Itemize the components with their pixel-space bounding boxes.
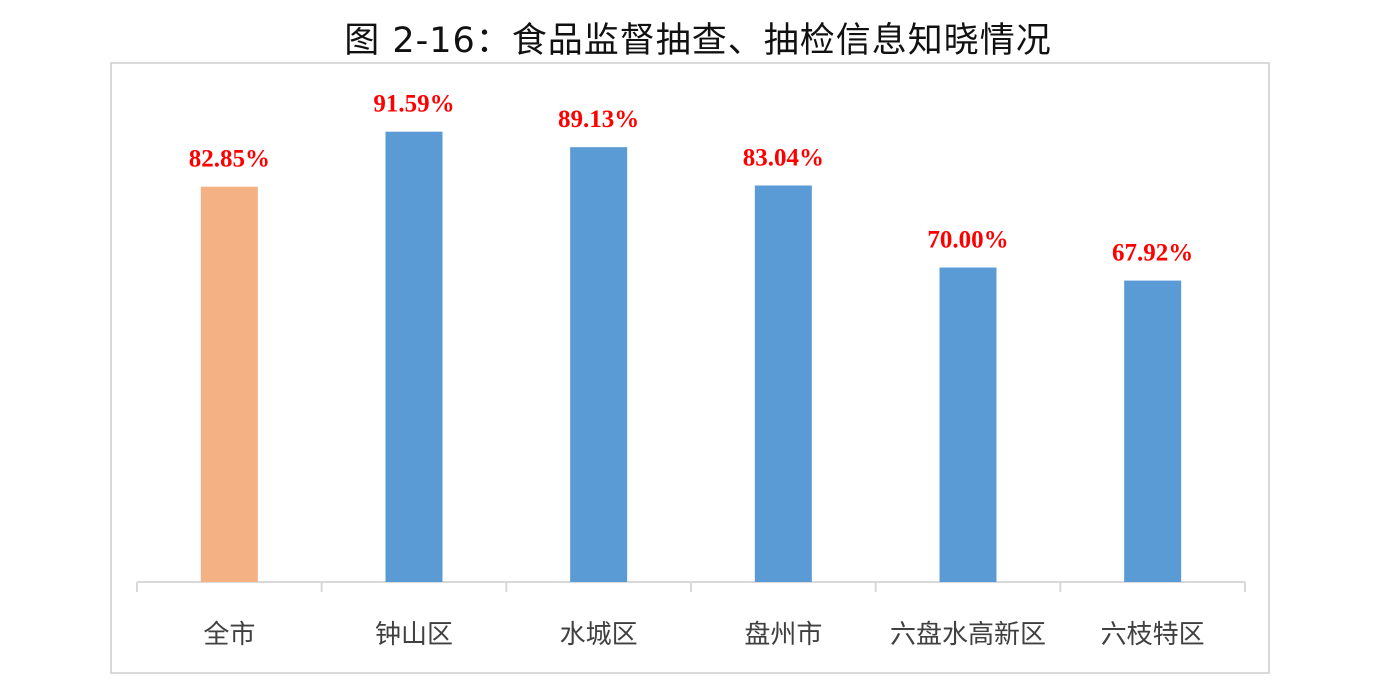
bar-2 xyxy=(570,147,628,582)
chart-frame xyxy=(110,62,1270,674)
bar-5 xyxy=(1124,280,1182,582)
category-label: 六盘水高新区 xyxy=(890,620,1046,650)
category-label: 水城区 xyxy=(560,620,638,650)
bar-4 xyxy=(939,267,997,582)
bar-0 xyxy=(200,186,258,582)
category-label: 盘州市 xyxy=(744,620,822,650)
category-label: 全市 xyxy=(203,620,255,650)
data-label: 67.92% xyxy=(1112,240,1193,267)
data-label: 82.85% xyxy=(189,146,270,173)
category-label: 钟山区 xyxy=(375,620,453,650)
data-label: 83.04% xyxy=(743,144,824,171)
bar-1 xyxy=(385,131,443,582)
data-label: 89.13% xyxy=(558,106,639,133)
data-label: 70.00% xyxy=(927,227,1008,254)
category-label: 六枝特区 xyxy=(1101,620,1205,650)
data-label: 91.59% xyxy=(373,91,454,118)
bar-3 xyxy=(754,185,812,582)
chart-title: 图 2-16：食品监督抽查、抽检信息知晓情况 xyxy=(344,21,1052,61)
